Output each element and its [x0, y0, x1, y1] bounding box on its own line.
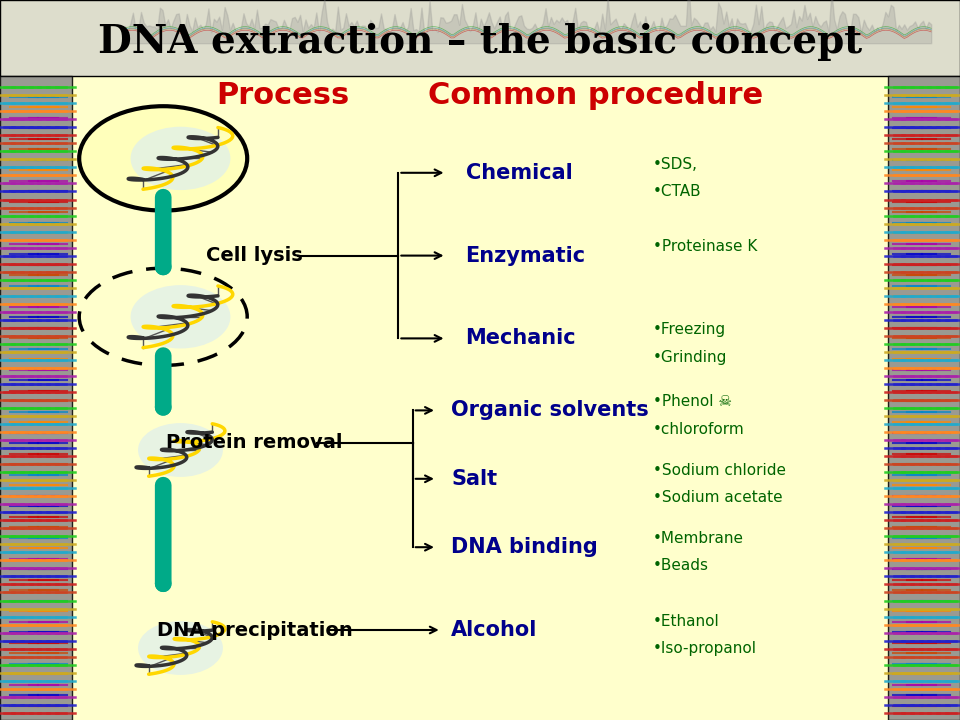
Text: DNA extraction – the basic concept: DNA extraction – the basic concept — [98, 24, 862, 61]
Text: •chloroform: •chloroform — [653, 422, 745, 436]
Ellipse shape — [138, 621, 223, 675]
Ellipse shape — [131, 285, 230, 348]
Text: Process: Process — [217, 81, 349, 110]
FancyBboxPatch shape — [0, 0, 960, 76]
Text: Organic solvents: Organic solvents — [451, 400, 649, 420]
Text: DNA precipitation: DNA precipitation — [156, 621, 352, 639]
Text: Protein removal: Protein removal — [166, 433, 343, 452]
Text: Alcohol: Alcohol — [451, 620, 538, 640]
Text: •Ethanol: •Ethanol — [653, 614, 720, 629]
Text: •CTAB: •CTAB — [653, 184, 702, 199]
Text: Mechanic: Mechanic — [466, 328, 576, 348]
Text: DNA binding: DNA binding — [451, 537, 598, 557]
Text: •SDS,: •SDS, — [653, 157, 698, 171]
Text: •Freezing: •Freezing — [653, 323, 726, 337]
Text: Chemical: Chemical — [466, 163, 572, 183]
Text: Enzymatic: Enzymatic — [466, 246, 586, 266]
Text: •Beads: •Beads — [653, 559, 708, 573]
Ellipse shape — [80, 106, 248, 210]
Text: •Sodium acetate: •Sodium acetate — [653, 490, 782, 505]
Text: Salt: Salt — [451, 469, 497, 489]
FancyBboxPatch shape — [888, 76, 960, 720]
Text: •Proteinase K: •Proteinase K — [653, 240, 757, 254]
Ellipse shape — [131, 127, 230, 190]
Text: Common procedure: Common procedure — [427, 81, 763, 110]
Text: •Sodium chloride: •Sodium chloride — [653, 463, 786, 477]
Text: Cell lysis: Cell lysis — [206, 246, 302, 265]
Ellipse shape — [138, 423, 223, 477]
Text: •Grinding: •Grinding — [653, 350, 727, 364]
Text: •Phenol ☠: •Phenol ☠ — [653, 395, 732, 409]
Text: •Iso-propanol: •Iso-propanol — [653, 642, 756, 656]
FancyBboxPatch shape — [0, 76, 72, 720]
Text: •Membrane: •Membrane — [653, 531, 744, 546]
